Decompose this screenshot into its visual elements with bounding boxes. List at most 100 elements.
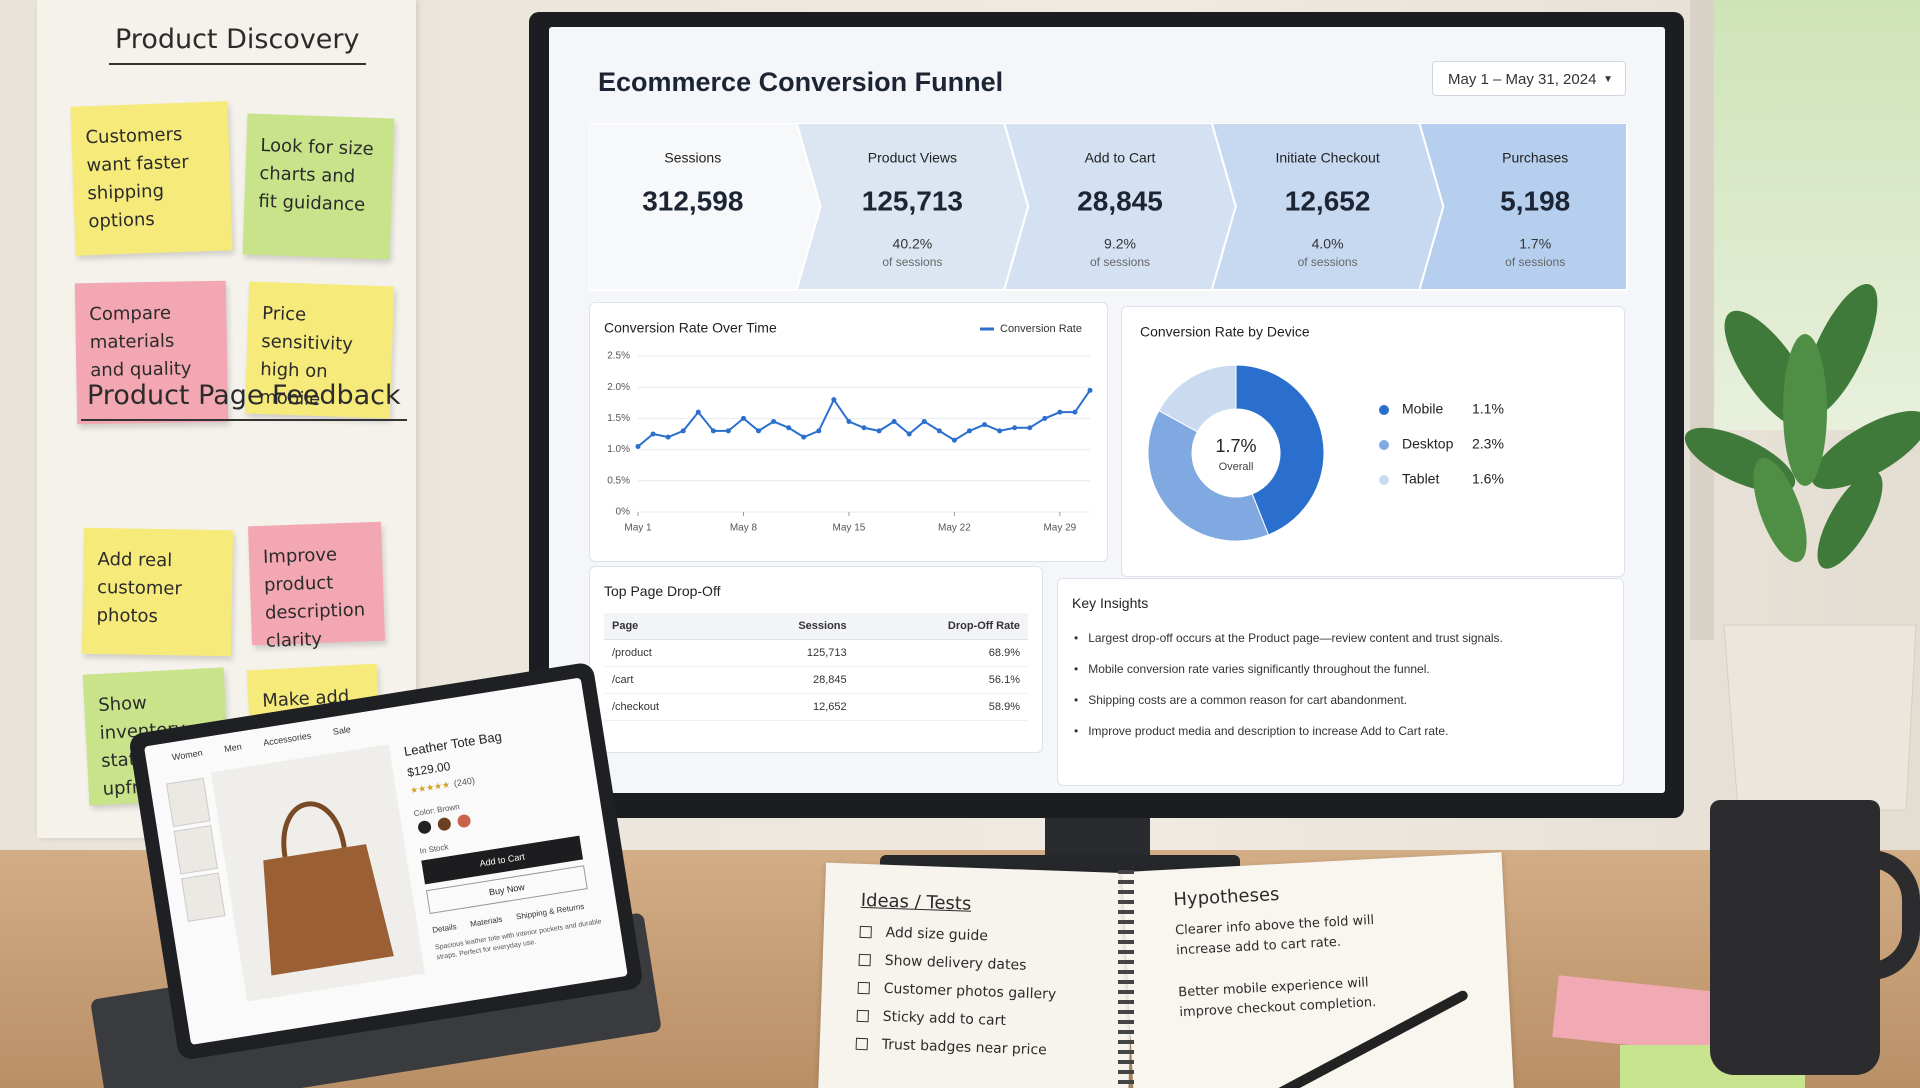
line-point [1042,415,1048,421]
line-point [982,422,988,428]
funnel-rate: 40.2% [893,236,933,252]
bag-illustration [263,801,394,976]
bullet: • [1074,662,1079,676]
tab[interactable]: Materials [469,914,504,929]
insight-item: • Mobile conversion rate varies significa… [1074,662,1430,676]
donut-center-value: 1.7% [1215,436,1256,456]
nav-item[interactable]: Men [223,741,243,755]
sticky-note: Customers want faster shipping options [70,101,233,256]
line-point [665,434,671,440]
line-point [1072,409,1078,415]
nav-item[interactable]: Women [171,747,204,763]
line-point [801,434,807,440]
line-point [861,425,867,431]
sticky-note: Add real customer photos [81,527,234,657]
y-tick-label: 0% [616,507,631,518]
legend-rate: 1.6% [1472,471,1504,487]
notebook-left-page: Ideas / Tests Add size guide Show delivery… [818,862,1136,1088]
hypothesis: Clearer info above the fold will increas… [1174,912,1375,958]
notebook-item-text: Customer photos gallery [883,980,1057,1003]
funnel-label: Sessions [664,150,721,166]
checkbox [859,925,872,939]
funnel-rate: 4.0% [1312,236,1344,252]
line-point [846,419,852,425]
insight-text: Shipping costs are a common reason for c… [1088,693,1408,707]
sticky-note: Improve product description clarity [247,521,386,651]
table-cell: 28,845 [728,666,855,694]
line-point [921,419,927,425]
line-point [816,428,822,434]
legend-label: Mobile [1402,401,1443,417]
funnel-note: of sessions [1090,255,1150,269]
line-point [725,428,731,434]
product-info: In Stock [419,842,450,856]
line-point [710,428,716,434]
color-swatch[interactable] [456,813,472,829]
product-thumbnail[interactable] [166,777,211,828]
funnel-value: 312,598 [642,185,743,216]
notebook-heading: Ideas / Tests [860,889,972,915]
line-point [650,431,656,437]
table-cell: /product [604,639,729,667]
legend-dot [1379,475,1389,485]
table-row: /cart 28,845 56.1% [604,666,1028,694]
line-point [831,397,837,403]
checkbox [855,1037,869,1051]
product-info: Leather Tote Bag [402,728,503,759]
bag-body [263,844,394,976]
nav-item[interactable]: Sale [332,724,352,737]
product-image [210,744,425,1002]
notebook-spiral [1118,870,1134,1088]
table-cell: 12,652 [728,693,855,721]
plant [1684,283,1920,811]
insight-text: Improve product media and description to… [1088,724,1449,738]
hypothesis: Better mobile experience will improve ch… [1177,975,1377,1020]
notebook-right-page: Hypotheses Clearer info above the fold wi… [1121,852,1515,1088]
tab[interactable]: Shipping & Returns [515,901,585,922]
insight-item: • Shipping costs are a common reason for … [1074,693,1407,707]
product-info: Color: Brown [413,802,461,819]
x-tick-label: May 15 [833,523,866,534]
line-point [1087,387,1093,393]
notebook-item-text: Show delivery dates [884,952,1027,974]
laptop-screen: Women Men Accessories Sale Leather Tote Bag $… [144,677,628,1045]
board-section-title: Product Page Feedback [81,380,407,421]
nav-item[interactable]: Accessories [262,730,312,748]
table-header-cell: Drop-Off Rate [854,613,1028,640]
product-thumbnail[interactable] [173,825,219,875]
date-range-text: May 1 – May 31, 2024 [1448,71,1597,88]
donut-slice [1147,409,1270,542]
review-count: (240) [453,775,476,789]
line-point [891,419,897,425]
line-point [966,428,972,434]
line-point [951,437,957,443]
color-swatch[interactable] [436,816,452,832]
y-tick-label: 2.0% [607,382,630,393]
x-tick-label: May 29 [1043,523,1076,534]
color-swatch[interactable] [417,819,433,835]
table-cell: /cart [604,666,729,694]
tab[interactable]: Details [431,922,458,935]
line-point [695,409,701,415]
funnel-label: Initiate Checkout [1275,150,1379,166]
table-cell: 58.9% [854,693,1028,721]
line-point [936,428,942,434]
funnel-note: of sessions [1505,255,1565,269]
laptop: Women Men Accessories Sale Leather Tote Bag $… [128,661,644,1061]
table-row: /product 125,713 68.9% [604,639,1028,667]
legend-dot [1379,440,1389,450]
table-cell: /checkout [604,693,729,721]
date-range-dropdown[interactable]: May 1 – May 31, 2024 ▼ [1432,61,1626,96]
funnel-value: 125,713 [862,185,963,216]
line-point [756,428,762,434]
funnel-rate: 1.7% [1519,236,1551,252]
product-thumbnail[interactable] [181,872,226,922]
table-header-cell: Sessions [728,613,855,640]
notebook-item-text: Trust badges near price [881,1036,1048,1059]
notebook-item: Customer photos gallery [857,980,1056,1003]
product-info: $129.00 [406,759,452,780]
notebook-item-text: Add size guide [885,924,989,945]
x-tick-label: May 1 [624,523,652,534]
y-tick-label: 1.5% [607,413,630,424]
